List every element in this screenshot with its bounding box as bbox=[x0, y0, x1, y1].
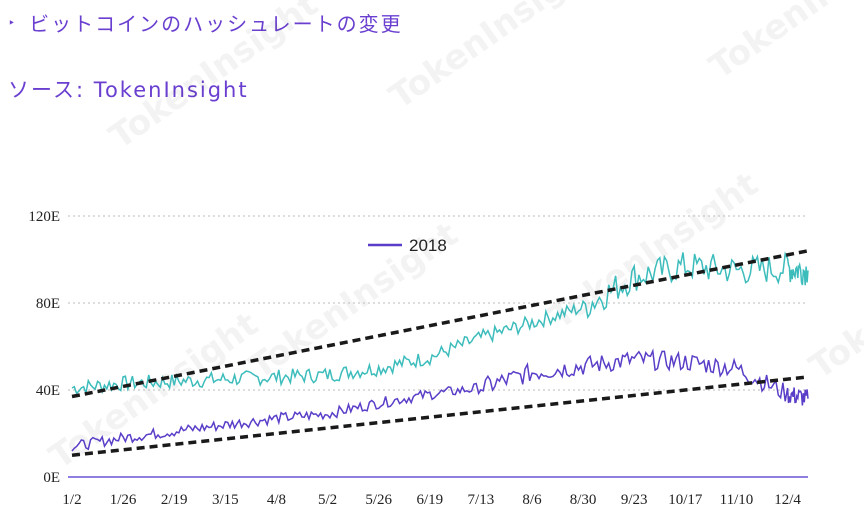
chart-legend: 2018 bbox=[368, 236, 447, 255]
x-tick-label: 9/23 bbox=[621, 492, 648, 508]
watermark-layer: TokenInsight TokenInsight TokenInsight Toke… bbox=[42, 0, 864, 477]
x-tick-label: 7/13 bbox=[468, 492, 495, 508]
x-tick-label: 11/10 bbox=[720, 492, 754, 508]
y-tick-label: 40E bbox=[36, 383, 60, 399]
y-tick-label: 0E bbox=[43, 470, 60, 486]
x-tick-label: 4/8 bbox=[267, 492, 286, 508]
y-axis-ticks: 0E 40E 80E 120E bbox=[28, 209, 60, 486]
x-tick-label: 3/15 bbox=[212, 492, 239, 508]
source-label: ソース: TokenInsight bbox=[8, 78, 249, 102]
y-tick-label: 80E bbox=[36, 296, 60, 312]
x-tick-label: 5/26 bbox=[365, 492, 392, 508]
x-tick-label: 12/4 bbox=[774, 492, 801, 508]
x-tick-label: 8/30 bbox=[570, 492, 597, 508]
x-tick-label: 1/2 bbox=[62, 492, 81, 508]
chart-title-text: ビットコインのハッシュレートの変更 bbox=[29, 12, 403, 36]
watermark-1: TokenInsight bbox=[382, 0, 605, 117]
series-line-1 bbox=[71, 348, 809, 452]
x-tick-label: 10/17 bbox=[668, 492, 703, 508]
x-tick-label: 2/19 bbox=[161, 492, 188, 508]
chart-title: ‣ ビットコインのハッシュレートの変更 bbox=[8, 8, 403, 37]
legend-label: 2018 bbox=[409, 236, 447, 255]
x-tick-label: 6/19 bbox=[416, 492, 443, 508]
series-line-0 bbox=[71, 251, 809, 396]
x-tick-label: 1/26 bbox=[110, 492, 137, 508]
x-axis-ticks: 1/2 1/26 2/19 3/15 4/8 5/2 5/26 6/19 7/13 8/6 8/30… bbox=[62, 492, 801, 508]
trend-line-1 bbox=[71, 375, 809, 457]
x-tick-label: 8/6 bbox=[522, 492, 542, 508]
bullet-icon: ‣ bbox=[8, 15, 18, 30]
trend-line-0 bbox=[71, 249, 809, 399]
chart-series bbox=[71, 249, 809, 457]
x-tick-label: 5/2 bbox=[318, 492, 337, 508]
y-tick-label: 120E bbox=[28, 209, 60, 225]
watermark-2: TokenInsight bbox=[702, 0, 864, 87]
watermark-0: TokenInsight bbox=[102, 0, 325, 157]
watermark-5: TokenInsight bbox=[802, 214, 864, 387]
